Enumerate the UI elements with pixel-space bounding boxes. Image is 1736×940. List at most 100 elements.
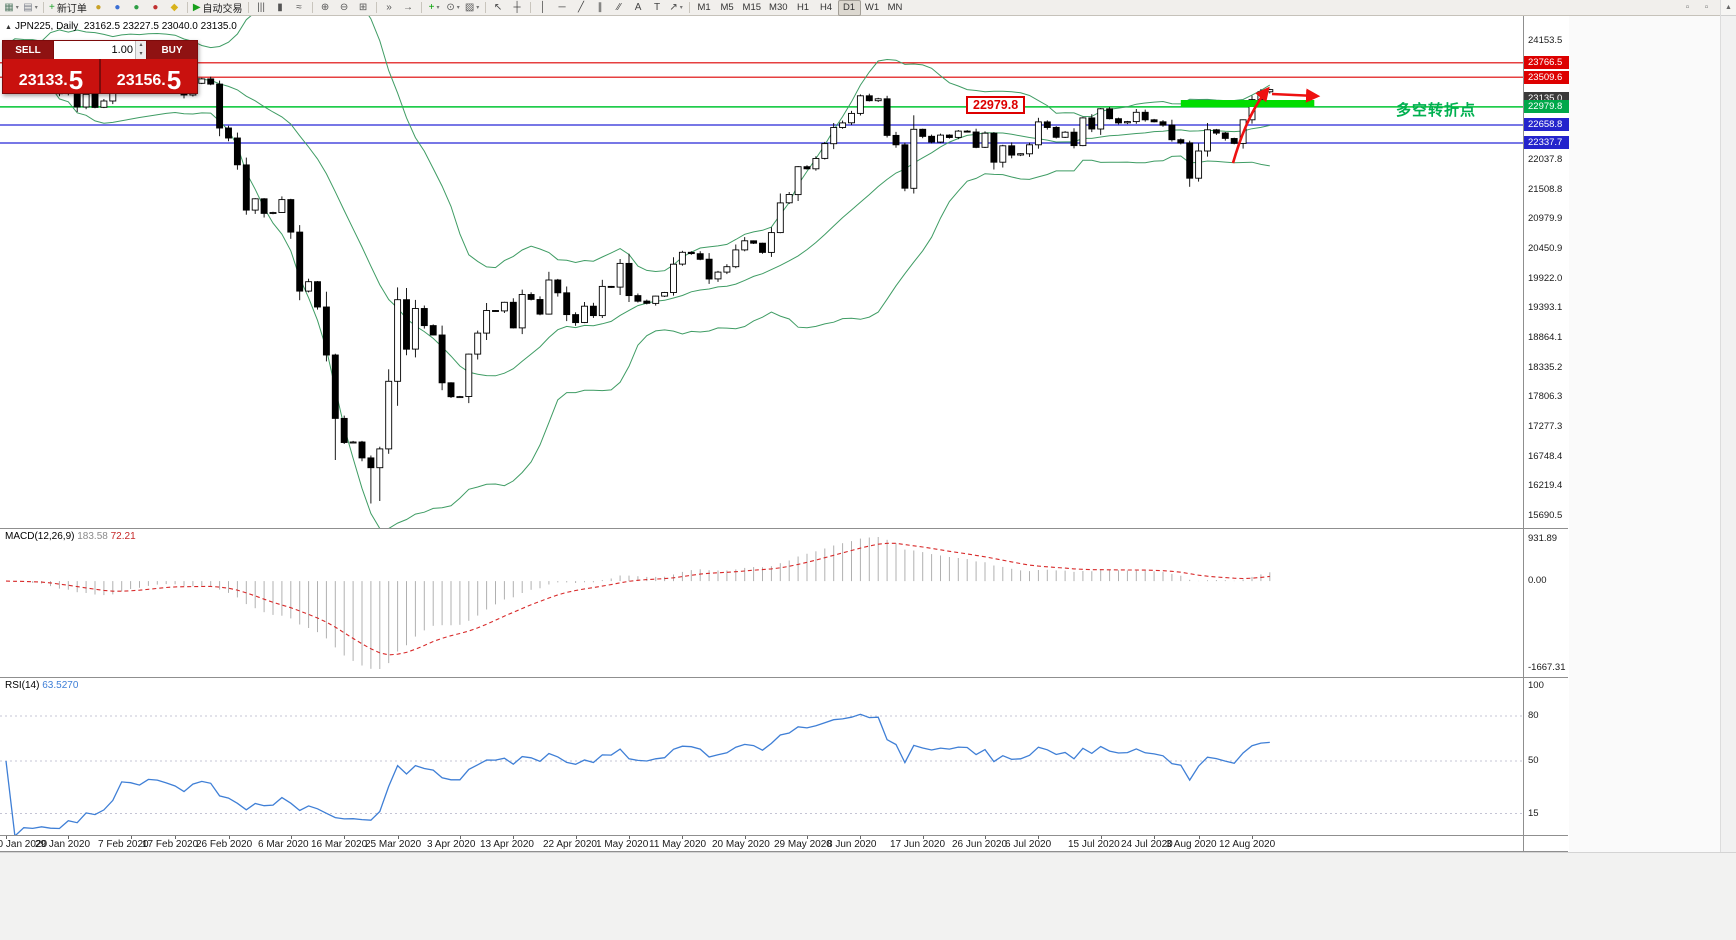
toolbar-separator: [311, 2, 313, 13]
toolbar-separator: [43, 2, 44, 13]
fibonacci-button[interactable]: ∕∕: [610, 1, 629, 15]
sell-price[interactable]: 23133. 5: [3, 59, 101, 93]
new-order-button[interactable]: + 新订单: [47, 1, 89, 16]
trendline-button[interactable]: ╱: [572, 1, 591, 15]
indicators-icon: +: [428, 1, 435, 13]
timeframe-m15-button[interactable]: M15: [742, 2, 762, 13]
timeframe-h1-button[interactable]: H1: [796, 2, 810, 13]
indicators-button[interactable]: + ▾: [425, 1, 444, 15]
chevron-down-icon: ▾: [456, 5, 460, 11]
chevron-down-icon: ▾: [476, 5, 480, 11]
auto-trading-icon: ▶: [192, 1, 201, 13]
toolbar-separator: [247, 2, 249, 13]
equidistant-channel-button[interactable]: ∥: [591, 1, 610, 15]
timeframe-m5-button[interactable]: M5: [720, 2, 734, 13]
cursor-button[interactable]: ↖: [489, 1, 508, 15]
rsi-panel-divider[interactable]: [0, 677, 1568, 678]
buy-price-main: 23156.: [116, 72, 166, 89]
templates-button[interactable]: ▨ ▾: [463, 1, 482, 15]
navigator-button[interactable]: ●: [127, 1, 146, 15]
price-badge: 23766.5: [1524, 56, 1569, 70]
rsi-canvas[interactable]: [0, 678, 1523, 835]
horizontal-line-icon: ─: [558, 1, 566, 13]
vertical-scrollbar[interactable]: ▲: [1720, 0, 1736, 852]
turning-point-note[interactable]: 多空转折点: [1396, 102, 1477, 119]
dock-left-icon: ▫: [1685, 1, 1690, 13]
price-axis[interactable]: 24153.5 22037.8 21508.8 20979.9 20450.9 19922…: [1523, 16, 1569, 852]
chevron-down-icon: ▾: [34, 5, 38, 11]
timeframe-d1-button[interactable]: D1: [837, 0, 861, 16]
new-chart-button[interactable]: ▦ ▾: [2, 1, 21, 15]
date-label: 11 May 2020: [649, 839, 707, 850]
scroll-up-button[interactable]: ▲: [1721, 0, 1736, 16]
text-button[interactable]: A: [629, 1, 648, 15]
terminal-button[interactable]: ●: [146, 1, 165, 15]
rsi-value: 63.5270: [42, 680, 79, 691]
dock-left-button[interactable]: ▫: [1678, 1, 1697, 15]
crosshair-button[interactable]: ┼: [508, 1, 527, 15]
chevron-down-icon: ▾: [436, 5, 440, 11]
candlestick-chart-button[interactable]: ▮: [271, 1, 290, 15]
date-label: 8 Jun 2020: [827, 839, 877, 850]
buy-button[interactable]: BUY: [147, 41, 197, 59]
timeframe-mn-button[interactable]: MN: [887, 2, 903, 13]
arrows-button[interactable]: ↗ ▾: [667, 1, 686, 15]
price-flag-label[interactable]: 22979.8: [966, 96, 1026, 114]
date-label: 26 Feb 2020: [196, 839, 253, 850]
sell-button[interactable]: SELL: [3, 41, 53, 59]
cursor-icon: ↖: [493, 1, 503, 13]
buy-price[interactable]: 23156. 5: [101, 59, 197, 93]
market-watch-button[interactable]: ●: [89, 1, 108, 15]
price-tick-label: 16219.4: [1528, 480, 1563, 492]
auto-trading-button[interactable]: ▶ 自动交易: [191, 1, 245, 16]
buy-price-pip: 5: [166, 65, 182, 95]
price-tick-label: 17277.3: [1528, 421, 1563, 433]
periods-button[interactable]: ⊙ ▾: [444, 1, 463, 15]
tile-windows-button[interactable]: ⊞: [354, 1, 373, 15]
text-label-button[interactable]: T: [648, 1, 667, 15]
timeframe-m1-button[interactable]: M1: [697, 2, 711, 13]
volume-down-icon[interactable]: ▾: [135, 50, 146, 59]
text-label-icon: T: [653, 1, 661, 13]
auto-scroll-button[interactable]: »: [380, 1, 399, 15]
zoom-in-button[interactable]: ⊕: [316, 1, 335, 15]
price-badge: 22337.7: [1524, 136, 1569, 150]
timeframe-h4-button[interactable]: H4: [819, 2, 833, 13]
main-chart-canvas[interactable]: [0, 16, 1523, 528]
metaeditor-button[interactable]: ◆: [165, 1, 184, 15]
date-tick: [745, 836, 746, 839]
chart-profiles-button[interactable]: ▤ ▾: [21, 1, 40, 15]
date-tick: [985, 836, 986, 839]
toolbar-separator: [420, 2, 422, 13]
timeframe-w1-button[interactable]: W1: [864, 2, 880, 13]
date-label: 7 Feb 2020: [98, 839, 149, 850]
dock-right-button[interactable]: ▫: [1697, 1, 1716, 15]
new-chart-icon: ▦: [4, 1, 14, 13]
date-tick: [131, 836, 132, 839]
zoom-out-button[interactable]: ⊖: [335, 1, 354, 15]
date-tick: [398, 836, 399, 839]
zoom-out-icon: ⊖: [339, 1, 349, 13]
data-window-button[interactable]: ●: [108, 1, 127, 15]
horizontal-line-button[interactable]: ─: [553, 1, 572, 15]
volume-up-icon[interactable]: ▴: [135, 41, 146, 50]
date-label: 12 Aug 2020: [1219, 839, 1276, 850]
macd-canvas[interactable]: [0, 529, 1523, 677]
date-label: 16 Mar 2020: [311, 839, 368, 850]
date-tick: [1154, 836, 1155, 839]
macd-panel-divider[interactable]: [0, 528, 1568, 529]
vertical-line-button[interactable]: │: [534, 1, 553, 15]
date-tick: [291, 836, 292, 839]
rsi-axis-label: 80: [1528, 710, 1539, 721]
line-chart-button[interactable]: ≈: [290, 1, 309, 15]
bar-chart-button[interactable]: |||: [252, 1, 271, 15]
templates-icon: ▨: [464, 1, 475, 13]
chart-shift-button[interactable]: →: [399, 1, 418, 15]
date-label: 3 Aug 2020: [1166, 839, 1217, 850]
sell-price-main: 23133.: [18, 72, 68, 89]
volume-input[interactable]: [54, 41, 135, 59]
timeframe-m30-button[interactable]: M30: [769, 2, 788, 13]
